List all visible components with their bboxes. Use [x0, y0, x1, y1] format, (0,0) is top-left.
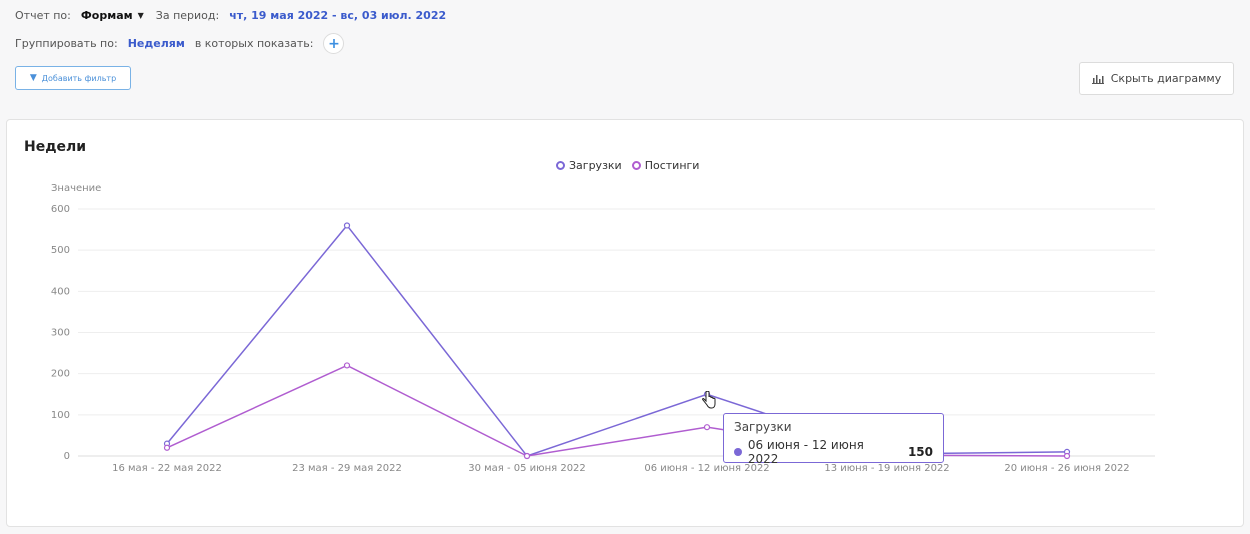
legend-marker-postings — [631, 161, 641, 170]
x-tick-label: 30 мая - 05 июня 2022 — [468, 463, 586, 474]
data-point — [163, 444, 171, 451]
y-tick-label: 100 — [51, 410, 70, 421]
y-tick-label: 300 — [51, 328, 70, 339]
y-tick-label: 200 — [51, 369, 70, 380]
chart-card — [6, 119, 1244, 527]
x-tick-label: 13 июня - 19 июня 2022 — [824, 463, 949, 474]
hand-cursor-icon — [702, 390, 716, 413]
legend-label-postings: Постинги — [644, 159, 700, 172]
add-filter-label: Добавить фильтр — [41, 73, 117, 83]
report-settings-row: Отчет по: Формам ▼ За период: чт, 19 мая… — [15, 9, 446, 22]
y-axis-label: Значение — [51, 183, 102, 194]
card-title: Недели — [24, 139, 87, 155]
caret-down-icon[interactable]: ▼ — [137, 11, 144, 20]
data-point — [1063, 452, 1071, 460]
period-label: За период: — [155, 9, 220, 22]
group-by-label: Группировать по: — [15, 37, 118, 50]
x-tick-label: 20 июня - 26 июня 2022 — [1004, 463, 1129, 474]
legend-marker-downloads — [556, 161, 565, 170]
chart-tooltip: Загрузки 06 июня - 12 июня 2022 150 — [723, 413, 944, 466]
legend-item-postings[interactable]: Постинги — [631, 159, 700, 172]
group-settings-row: Группировать по: Неделям в которых показ… — [15, 33, 345, 54]
tooltip-series-name: Загрузки — [734, 420, 792, 434]
hide-chart-button[interactable]: Скрыть диаграмму — [1079, 62, 1234, 95]
filter-icon: ▼ — [29, 73, 37, 83]
report-by-label: Отчет по: — [15, 9, 71, 22]
x-tick-label: 16 мая - 22 мая 2022 — [112, 463, 222, 474]
legend-label-downloads: Загрузки — [569, 159, 622, 172]
tooltip-marker — [734, 448, 742, 456]
period-picker[interactable]: чт, 19 мая 2022 - вс, 03 июл. 2022 — [229, 9, 447, 22]
show-in-label: в которых показать: — [194, 37, 314, 50]
hide-chart-label: Скрыть диаграмму — [1110, 72, 1222, 85]
bar-chart-icon — [1091, 74, 1104, 84]
y-tick-label: 0 — [64, 451, 70, 462]
x-tick-label: 23 мая - 29 мая 2022 — [292, 463, 402, 474]
data-point — [523, 452, 531, 460]
y-tick-label: 500 — [51, 245, 70, 256]
chart-legend: Загрузки Постинги — [556, 159, 709, 172]
report-by-dropdown[interactable]: Формам — [80, 9, 133, 22]
tooltip-value: 150 — [907, 445, 933, 459]
data-point — [343, 362, 351, 369]
data-point — [703, 424, 711, 431]
y-tick-label: 600 — [51, 204, 70, 215]
tooltip-category: 06 июня - 12 июня 2022 — [747, 438, 864, 466]
add-plus-button[interactable]: + — [323, 33, 345, 54]
data-point — [343, 222, 351, 229]
legend-item-downloads[interactable]: Загрузки — [556, 159, 622, 172]
y-tick-label: 400 — [51, 286, 70, 297]
group-by-dropdown[interactable]: Неделям — [127, 37, 185, 50]
add-filter-button[interactable]: ▼ Добавить фильтр — [15, 66, 131, 90]
x-tick-label: 06 июня - 12 июня 2022 — [644, 463, 769, 474]
plus-icon: + — [328, 35, 340, 52]
